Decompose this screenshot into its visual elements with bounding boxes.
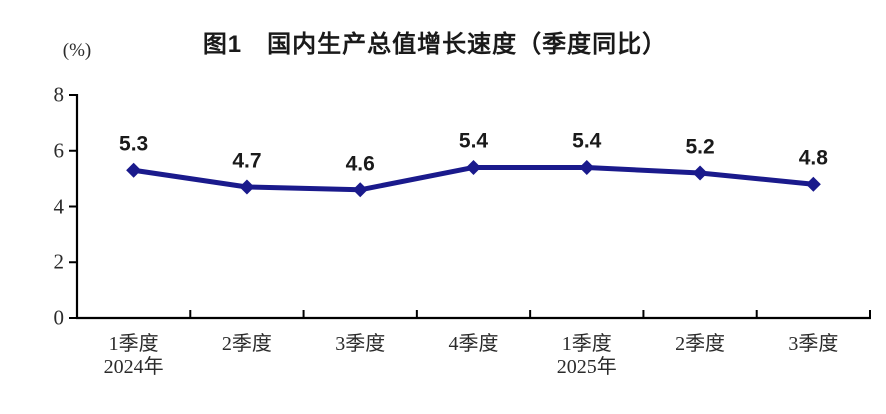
x-axis-quarter-label: 1季度: [561, 333, 612, 355]
data-point-value-label: 4.7: [232, 149, 262, 173]
diamond-data-point-marker: [579, 159, 595, 175]
x-axis-quarter-label: 1季度: [108, 333, 159, 355]
x-axis-quarter-label: 3季度: [335, 333, 386, 355]
y-axis-tick-label: 8: [53, 82, 65, 107]
x-axis-category-label: 1季度 2024年: [79, 333, 189, 379]
diamond-data-point-marker: [805, 176, 821, 192]
x-axis-quarter-label: 2季度: [675, 333, 726, 355]
x-axis-category-label: 3季度: [758, 333, 868, 356]
diamond-data-point-marker: [239, 179, 255, 195]
x-axis-quarter-label: 4季度: [448, 333, 499, 355]
data-point-value-label: 5.3: [119, 132, 149, 156]
x-axis-quarter-label: 2季度: [221, 333, 272, 355]
data-point-value-label: 4.6: [345, 152, 375, 176]
data-point-value-label: 5.2: [685, 135, 715, 159]
y-axis-unit-label: (%): [62, 40, 92, 61]
x-axis-year-label: 2024年: [103, 356, 164, 378]
x-axis-category-label: 1季度 2025年: [532, 333, 642, 379]
diamond-data-point-marker: [692, 165, 708, 181]
x-axis-category-label: 2季度: [192, 333, 302, 356]
diamond-data-point-marker: [126, 162, 142, 178]
chart-title: 图1 国内生产总值增长速度（季度同比）: [202, 31, 668, 58]
diamond-data-point-marker: [352, 182, 368, 198]
x-axis-category-label: 4季度: [419, 333, 529, 356]
x-axis-category-label: 2季度: [645, 333, 755, 356]
data-point-value-label: 5.4: [572, 129, 602, 153]
y-axis-tick-label: 2: [53, 249, 65, 274]
y-axis-tick-label: 0: [53, 305, 65, 330]
x-axis-year-label: 2025年: [556, 356, 617, 378]
y-axis-tick-label: 6: [53, 138, 65, 163]
data-point-value-label: 5.4: [458, 129, 489, 153]
data-point-value-label: 4.8: [798, 146, 828, 170]
x-axis-quarter-label: 3季度: [788, 333, 839, 355]
x-axis-category-label: 3季度: [305, 333, 415, 356]
diamond-data-point-marker: [466, 159, 481, 175]
y-axis-tick-label: 4: [53, 194, 65, 218]
